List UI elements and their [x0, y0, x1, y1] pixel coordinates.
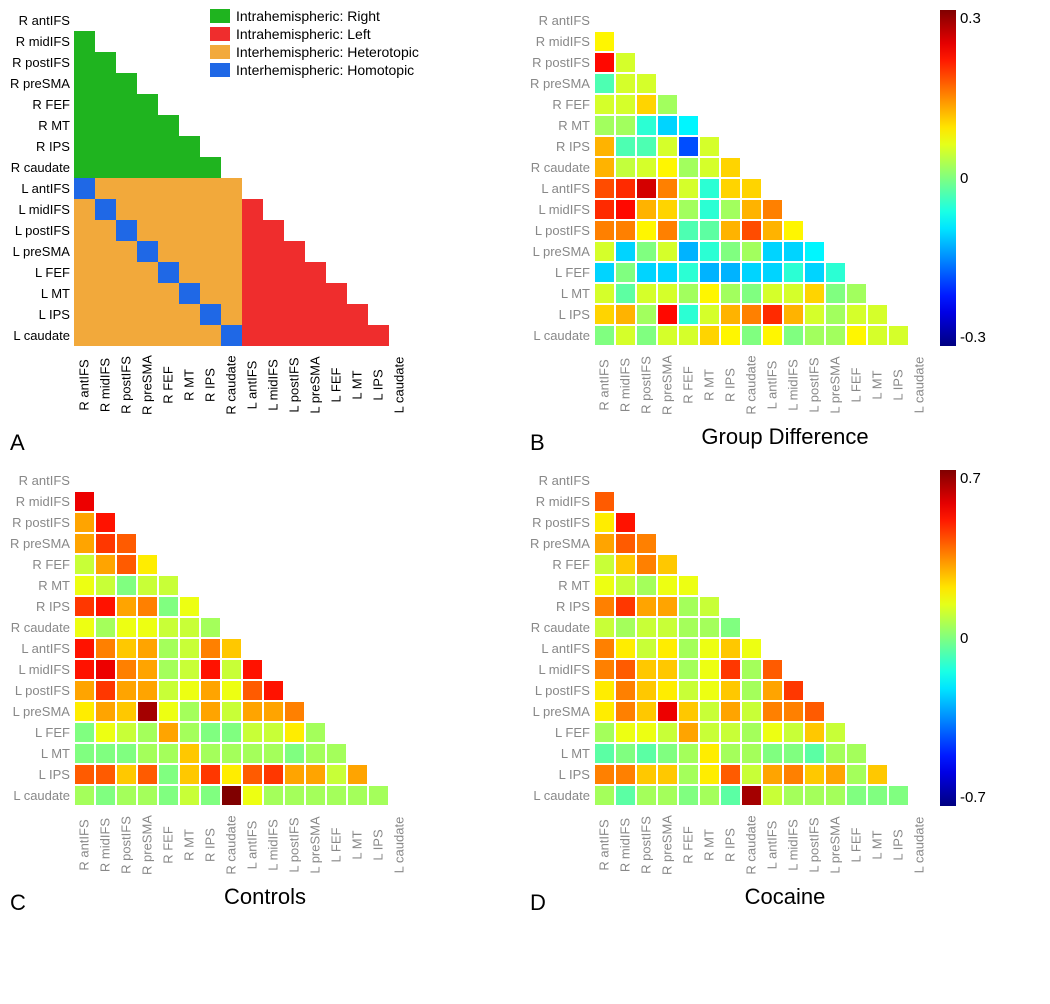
panel-title: Controls	[10, 884, 520, 910]
legend: Intrahemispheric: Right Intrahemispheric:…	[210, 8, 419, 78]
heatmap-matrix	[74, 470, 410, 806]
legend-label: Intrahemispheric: Right	[236, 8, 380, 24]
legend-item: Interhemispheric: Heterotopic	[210, 44, 419, 60]
legend-swatch	[210, 9, 230, 23]
colorbar-tick: -0.3	[960, 329, 986, 346]
y-axis-labels: R antIFSR midIFSR postIFSR preSMAR FEFR …	[10, 10, 74, 346]
panel-title: Cocaine	[530, 884, 1040, 910]
legend-item: Interhemispheric: Homotopic	[210, 62, 419, 78]
legend-label: Intrahemispheric: Left	[236, 26, 371, 42]
legend-swatch	[210, 45, 230, 59]
colorbar-tick: 0.3	[960, 10, 986, 27]
legend-item: Intrahemispheric: Left	[210, 26, 419, 42]
legend-item: Intrahemispheric: Right	[210, 8, 419, 24]
panel-d: R antIFSR midIFSR postIFSR preSMAR FEFR …	[530, 470, 1040, 910]
legend-swatch	[210, 63, 230, 77]
y-axis-labels: R antIFSR midIFSR postIFSR preSMAR FEFR …	[10, 470, 74, 806]
colorbar: 0.7 0 -0.7	[940, 470, 986, 880]
colorbar-tick: 0	[960, 170, 986, 187]
panel-b: R antIFSR midIFSR postIFSR preSMAR FEFR …	[530, 10, 1040, 450]
panel-letter: A	[10, 430, 25, 456]
x-axis-labels: R antIFSR midIFSR postIFSR preSMAR FEFR …	[74, 346, 410, 420]
colorbar-tick: -0.7	[960, 789, 986, 806]
colorbar-tick: 0	[960, 630, 986, 647]
heatmap-matrix	[594, 470, 930, 806]
panel-letter: D	[530, 890, 546, 916]
x-axis-labels: R antIFSR midIFSR postIFSR preSMAR FEFR …	[74, 806, 410, 880]
panel-letter: B	[530, 430, 545, 456]
heatmap-matrix	[594, 10, 930, 346]
legend-label: Interhemispheric: Homotopic	[236, 62, 414, 78]
legend-swatch	[210, 27, 230, 41]
panel-c: R antIFSR midIFSR postIFSR preSMAR FEFR …	[10, 470, 520, 910]
panel-letter: C	[10, 890, 26, 916]
x-axis-labels: R antIFSR midIFSR postIFSR preSMAR FEFR …	[594, 346, 930, 420]
y-axis-labels: R antIFSR midIFSR postIFSR preSMAR FEFR …	[530, 470, 594, 806]
panel-title: Group Difference	[530, 424, 1040, 450]
colorbar-tick: 0.7	[960, 470, 986, 487]
x-axis-labels: R antIFSR midIFSR postIFSR preSMAR FEFR …	[594, 806, 930, 880]
panel-a: R antIFSR midIFSR postIFSR preSMAR FEFR …	[10, 10, 520, 450]
colorbar: 0.3 0 -0.3	[940, 10, 986, 420]
figure-grid: R antIFSR midIFSR postIFSR preSMAR FEFR …	[10, 10, 1040, 910]
y-axis-labels: R antIFSR midIFSR postIFSR preSMAR FEFR …	[530, 10, 594, 346]
legend-label: Interhemispheric: Heterotopic	[236, 44, 419, 60]
